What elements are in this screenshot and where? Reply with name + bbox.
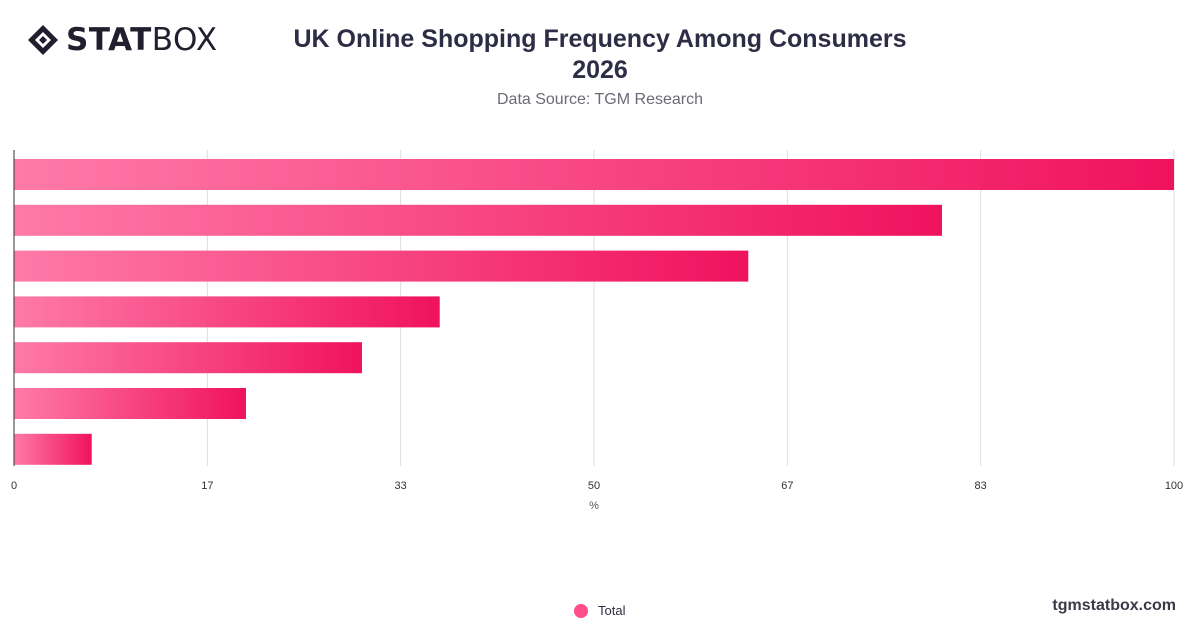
bar	[14, 433, 92, 465]
bars	[14, 159, 1174, 465]
axes: 0 17 33 50 67 83 100%	[11, 150, 1183, 512]
x-tick-label: 33	[395, 480, 407, 492]
bar	[14, 296, 440, 328]
x-tick-label: 0	[11, 480, 17, 492]
bar	[14, 342, 362, 374]
x-axis-label: %	[589, 500, 599, 512]
x-tick-label: 50	[588, 480, 600, 492]
x-tick-label: 67	[781, 480, 793, 492]
brand-url[interactable]: tgmstatbox.com	[1052, 597, 1176, 614]
bar	[14, 388, 246, 419]
chart-title: UK Online Shopping Frequency Among Consu…	[0, 24, 1200, 86]
statbox-logo: STATBOX	[26, 22, 218, 58]
x-tick-label: 17	[201, 480, 213, 492]
bar	[14, 159, 1174, 190]
chart-title-line-1: UK Online Shopping Frequency Among Consu…	[293, 25, 907, 53]
x-tick-label: 100	[1165, 480, 1183, 492]
logo-wordmark: STATBOX	[66, 22, 218, 58]
legend-label-total: Total	[598, 603, 626, 618]
statbox-diamond-icon	[28, 25, 58, 55]
logo-text-bold: STAT	[66, 22, 152, 58]
bar	[14, 204, 942, 236]
legend-marker	[574, 603, 588, 618]
bar	[14, 250, 749, 282]
legend[interactable]: Total	[574, 603, 625, 618]
chart-subtitle: Data Source: TGM Research	[496, 91, 703, 108]
logo-text-light: BOX	[151, 22, 218, 58]
x-tick-label: 83	[975, 480, 987, 492]
chart-title-line-2: 2026	[572, 56, 628, 84]
